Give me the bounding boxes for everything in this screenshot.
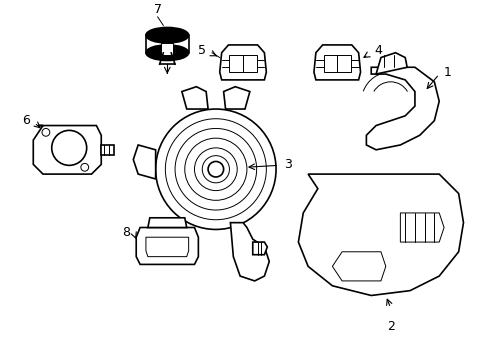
Ellipse shape [145, 45, 188, 60]
Polygon shape [33, 126, 101, 174]
Text: 3: 3 [283, 158, 291, 171]
Polygon shape [230, 222, 269, 281]
Ellipse shape [145, 27, 188, 43]
Text: 4: 4 [373, 44, 381, 57]
Text: 8: 8 [122, 226, 130, 239]
Text: 2: 2 [386, 320, 394, 333]
Polygon shape [298, 174, 463, 296]
Polygon shape [252, 242, 267, 255]
Polygon shape [182, 87, 208, 109]
Polygon shape [136, 228, 198, 264]
Polygon shape [223, 87, 249, 109]
Polygon shape [101, 145, 114, 155]
Polygon shape [375, 53, 407, 74]
Ellipse shape [154, 30, 180, 40]
Text: 7: 7 [153, 3, 161, 16]
Polygon shape [133, 145, 155, 179]
Polygon shape [147, 218, 186, 228]
Polygon shape [161, 43, 173, 55]
Polygon shape [219, 45, 266, 80]
Circle shape [155, 109, 276, 229]
Polygon shape [366, 67, 438, 150]
Circle shape [208, 162, 223, 177]
Text: 6: 6 [22, 114, 30, 127]
Polygon shape [313, 45, 360, 80]
Text: 5: 5 [198, 44, 206, 57]
Text: 1: 1 [443, 66, 451, 78]
